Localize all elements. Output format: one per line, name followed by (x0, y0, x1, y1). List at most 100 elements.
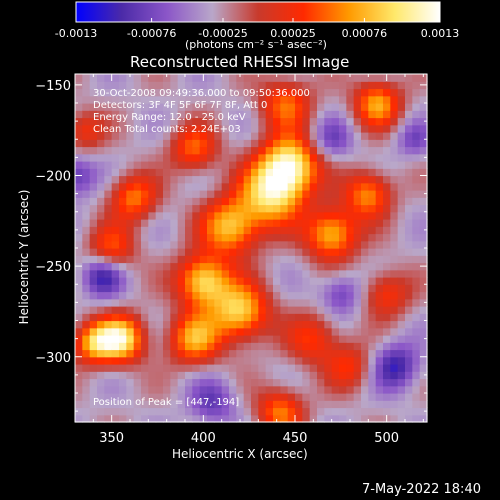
heatmap-cell (397, 110, 406, 119)
heatmap-cell (177, 81, 186, 90)
heatmap-cell (97, 110, 105, 119)
heatmap-cell (273, 204, 281, 213)
heatmap-cell (397, 306, 406, 314)
heatmap-cell (126, 175, 135, 184)
heatmap-cell (214, 248, 223, 256)
heatmap-cell (177, 262, 186, 271)
heatmap-cell (317, 110, 325, 119)
heatmap-cell (383, 153, 391, 162)
heatmap-cell (243, 262, 252, 271)
heatmap-cell (346, 320, 355, 329)
heatmap-cell (353, 197, 362, 206)
heatmap-cell (331, 219, 340, 227)
heatmap-cell (229, 342, 237, 351)
heatmap-cell (104, 400, 113, 409)
heatmap-cell (251, 124, 259, 133)
heatmap-cell (221, 182, 230, 191)
heatmap-cell (89, 327, 98, 336)
heatmap-cell (163, 211, 171, 220)
heatmap-cell (170, 320, 179, 329)
heatmap-cell (207, 356, 215, 365)
heatmap-cell (317, 175, 325, 184)
heatmap-cell (346, 269, 355, 278)
heatmap-cell (89, 335, 98, 343)
heatmap-cell (390, 378, 399, 387)
heatmap-cell (346, 306, 355, 314)
heatmap-cell (375, 291, 384, 300)
heatmap-cell (383, 95, 391, 104)
heatmap-cell (353, 371, 362, 380)
heatmap-cell (309, 385, 318, 394)
heatmap-cell (317, 349, 325, 358)
heatmap-cell (361, 407, 369, 416)
heatmap-cell (243, 320, 252, 329)
heatmap-cell (89, 204, 98, 213)
heatmap-cell (273, 306, 281, 314)
heatmap-cell (104, 139, 113, 148)
heatmap-cell (82, 349, 91, 358)
heatmap-cell (170, 219, 179, 227)
heatmap-cell (265, 248, 274, 256)
heatmap-cell (302, 291, 311, 300)
heatmap-cell (221, 168, 230, 177)
heatmap-cell (265, 146, 274, 155)
heatmap-cell (419, 175, 428, 184)
heatmap-cell (265, 197, 274, 206)
heatmap-cell (236, 219, 245, 227)
heatmap-cell (119, 74, 127, 82)
heatmap-cell (361, 211, 369, 220)
heatmap-cell (302, 335, 311, 343)
heatmap-cell (302, 393, 311, 401)
heatmap-cell (309, 291, 318, 300)
heatmap-cell (339, 277, 347, 285)
heatmap-cell (155, 226, 164, 235)
heatmap-cell (236, 204, 245, 213)
heatmap-cell (199, 175, 208, 184)
heatmap-cell (309, 110, 318, 119)
heatmap-cell (302, 327, 311, 336)
heatmap-cell (148, 240, 157, 249)
heatmap-cell (375, 74, 384, 82)
heatmap-cell (192, 211, 201, 220)
heatmap-cell (317, 248, 325, 256)
heatmap-cell (119, 81, 127, 90)
heatmap-cell (368, 74, 377, 82)
heatmap-cell (280, 269, 289, 278)
heatmap-cell (324, 240, 333, 249)
heatmap-cell (214, 211, 223, 220)
heatmap-cell (331, 132, 340, 140)
heatmap-cell (368, 95, 377, 104)
heatmap-cell (214, 327, 223, 336)
heatmap-cell (141, 124, 149, 133)
heatmap-cell (75, 146, 83, 155)
heatmap-cell (126, 240, 135, 249)
heatmap-cell (104, 219, 113, 227)
heatmap-cell (207, 393, 215, 401)
heatmap-cell (412, 269, 421, 278)
heatmap-cell (104, 190, 113, 198)
heatmap-cell (89, 132, 98, 140)
heatmap-cell (280, 168, 289, 177)
heatmap-cell (265, 378, 274, 387)
heatmap-cell (199, 197, 208, 206)
heatmap-cell (229, 139, 237, 148)
heatmap-cell (251, 190, 259, 198)
heatmap-cell (119, 298, 127, 307)
heatmap-cell (390, 219, 399, 227)
heatmap-cell (111, 88, 120, 97)
heatmap-cell (243, 385, 252, 394)
heatmap-cell (280, 117, 289, 126)
heatmap-cell (412, 95, 421, 104)
heatmap-cell (148, 248, 157, 256)
heatmap-cell (192, 320, 201, 329)
heatmap-cell (295, 371, 303, 380)
heatmap-cell (265, 139, 274, 148)
heatmap-cell (265, 168, 274, 177)
heatmap-cell (287, 197, 296, 206)
heatmap-cell (324, 342, 333, 351)
heatmap-cell (82, 277, 91, 285)
heatmap-cell (89, 393, 98, 401)
heatmap-cell (75, 255, 83, 264)
heatmap-cell (412, 342, 421, 351)
heatmap-cell (251, 233, 259, 242)
